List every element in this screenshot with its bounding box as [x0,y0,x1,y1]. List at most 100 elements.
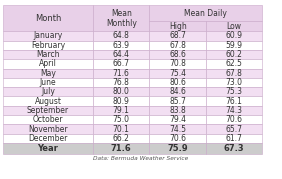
Text: 60.2: 60.2 [226,50,243,59]
Text: 67.8: 67.8 [169,41,186,50]
Bar [93,59,149,69]
Text: 80.9: 80.9 [113,97,130,106]
Text: Mean
Monthly: Mean Monthly [106,9,137,28]
Bar [149,96,206,106]
Text: 79.4: 79.4 [169,115,186,124]
Bar [93,78,149,87]
Bar [149,134,206,143]
Text: 75.4: 75.4 [169,69,186,78]
Bar [3,78,93,87]
Text: June: June [40,78,56,87]
Text: 66.2: 66.2 [113,134,130,143]
Bar [3,115,93,124]
Text: 73.0: 73.0 [226,78,243,87]
Bar [149,124,206,134]
Text: Low: Low [226,22,242,31]
Text: 67.3: 67.3 [224,144,244,153]
Bar [3,87,93,96]
Text: December: December [28,134,68,143]
Text: August: August [34,97,61,106]
Bar [3,50,93,59]
Text: 83.8: 83.8 [169,106,186,115]
Text: November: November [28,125,68,134]
Text: May: May [40,69,56,78]
Text: 71.6: 71.6 [113,69,130,78]
Bar [149,115,206,124]
Bar [206,31,262,41]
Text: March: March [36,50,60,59]
Text: 70.6: 70.6 [169,134,186,143]
Text: 70.1: 70.1 [113,125,130,134]
Text: 63.9: 63.9 [113,41,130,50]
Text: January: January [33,32,63,40]
Text: February: February [31,41,65,50]
Bar [206,96,262,106]
Text: High: High [169,22,186,31]
Bar [93,115,149,124]
Text: April: April [39,59,57,68]
Text: 64.4: 64.4 [113,50,130,59]
Bar [3,124,93,134]
Text: Mean Daily: Mean Daily [184,9,227,18]
Bar [93,87,149,96]
Bar [149,21,206,31]
Bar [93,143,149,154]
Text: 60.9: 60.9 [226,32,243,40]
Bar [93,96,149,106]
Bar [149,78,206,87]
Text: 66.7: 66.7 [113,59,130,68]
Text: 74.5: 74.5 [169,125,186,134]
Bar [206,143,262,154]
Bar [206,59,262,69]
Text: 64.8: 64.8 [113,32,130,40]
Bar [149,59,206,69]
Bar [3,31,93,41]
Bar [206,69,262,78]
Text: 67.8: 67.8 [226,69,243,78]
Text: 76.1: 76.1 [226,97,243,106]
Bar [206,41,262,50]
Text: Data: Bermuda Weather Service: Data: Bermuda Weather Service [93,156,189,161]
Text: 79.1: 79.1 [113,106,130,115]
Text: 74.3: 74.3 [226,106,243,115]
Bar [206,87,262,96]
Bar [149,31,206,41]
Bar [3,41,93,50]
Text: 61.7: 61.7 [226,134,243,143]
Bar [3,106,93,115]
Text: 80.6: 80.6 [169,78,186,87]
Bar [93,41,149,50]
Bar [93,5,149,31]
Text: 84.6: 84.6 [169,87,186,96]
Text: 70.6: 70.6 [226,115,243,124]
Bar [206,115,262,124]
Bar [93,124,149,134]
Bar [93,69,149,78]
Bar [93,106,149,115]
Text: 70.8: 70.8 [169,59,186,68]
Text: 59.9: 59.9 [226,41,243,50]
Bar [149,50,206,59]
Text: 71.6: 71.6 [111,144,132,153]
Text: 65.7: 65.7 [226,125,243,134]
Bar [149,41,206,50]
Bar [149,5,262,21]
Bar [3,134,93,143]
Bar [3,69,93,78]
Bar [206,134,262,143]
Bar [3,59,93,69]
Bar [3,96,93,106]
Text: 85.7: 85.7 [169,97,186,106]
Bar [206,21,262,31]
Text: 75.9: 75.9 [167,144,188,153]
Text: 68.6: 68.6 [169,50,186,59]
Bar [149,106,206,115]
Bar [93,50,149,59]
Text: Year: Year [38,144,58,153]
Bar [206,106,262,115]
Bar [149,69,206,78]
Bar [93,31,149,41]
Text: 75.0: 75.0 [113,115,130,124]
Text: 75.3: 75.3 [226,87,243,96]
Text: 68.7: 68.7 [169,32,186,40]
